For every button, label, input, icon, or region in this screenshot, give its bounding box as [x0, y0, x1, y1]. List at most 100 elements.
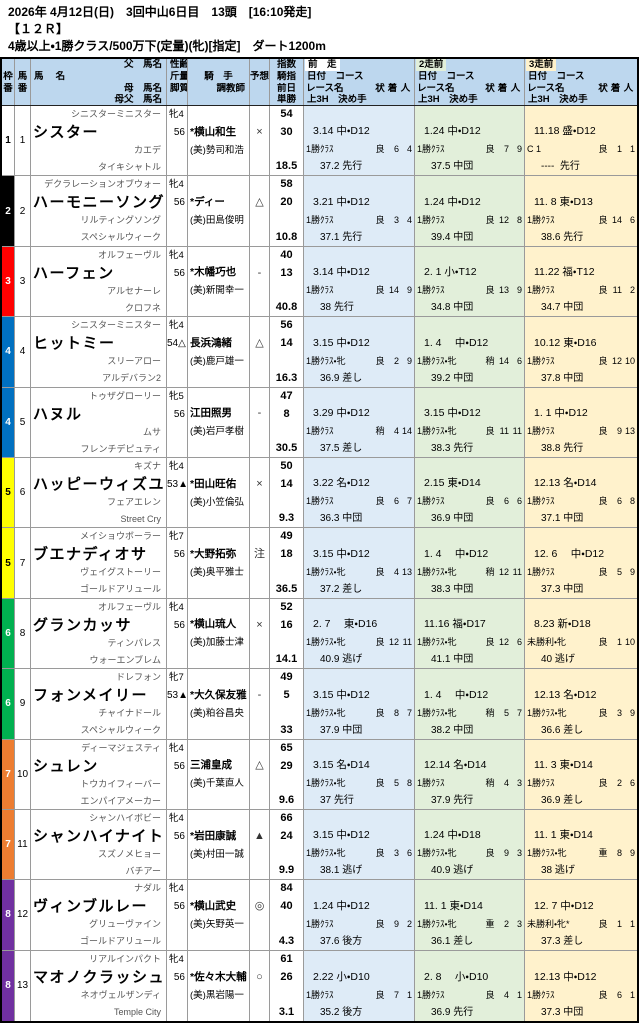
- speed-index: 84: [280, 882, 293, 895]
- horse-row: 5 7 メイショウボーラー ブエナディオサ ヴェイグストーリー ゴールドアリュー…: [2, 528, 637, 599]
- speed-index: 50: [280, 459, 293, 472]
- race-meta-header: 2026年 4月12日(日) 3回中山6日目 13頭 [16:10発走] 【１２…: [0, 0, 639, 57]
- prev3-race-name: 1勝ｸﾗｽ: [527, 425, 555, 436]
- prev2-date-course: 11.16 福・D17: [424, 618, 486, 631]
- prev1-race-result: 1勝ｸﾗｽ・牝 良 5 8: [304, 775, 414, 792]
- prev1-finish: 14: [388, 285, 399, 296]
- win-odds: 16.3: [275, 371, 298, 384]
- prev3-track-condition: 良: [598, 144, 608, 155]
- prev3-finish: 6: [616, 989, 622, 1000]
- prev1-race-name: 1勝ｸﾗｽ: [306, 496, 334, 507]
- horse-number: 13: [16, 980, 29, 992]
- dam-name: カエデ: [133, 145, 161, 155]
- prev2-race-result: 1勝ｸﾗｽ 良 12 8: [415, 212, 524, 229]
- prev2-date-course: 2. 1 小・T12: [424, 266, 477, 279]
- horse-number-cell: 6: [15, 457, 31, 528]
- prev1-track-condition: 良: [375, 707, 385, 718]
- frame-cell: 8: [2, 950, 15, 1022]
- carried-weight: 56: [173, 408, 185, 420]
- prediction-mark: ×: [256, 477, 263, 490]
- horse-row: 4 5 トゥザグローリー ハヌル ムサ フレンチデピュティ 牝5 56 江田照男…: [2, 387, 637, 458]
- carried-weight: 56: [173, 197, 185, 209]
- prev2-track-condition: 重: [485, 918, 495, 929]
- prev3-finish: 1: [616, 918, 622, 929]
- prev1-closing: 37.5 差し: [320, 442, 363, 454]
- prev1-popularity: 7: [406, 707, 412, 718]
- prev-race-3-cell: 11.18 盛・D12 C 1 良 1 1 ---- 先行: [525, 106, 637, 176]
- jockey-name: *横山武史: [190, 899, 237, 912]
- speed-index: 49: [280, 530, 293, 543]
- jockey-index: 13: [280, 266, 293, 279]
- horse-row: 3 3 オルフェーヴル ハーフェン アルセナーレ クロフネ 牝4 56 *木幡巧…: [2, 246, 637, 318]
- header-waku: 枠: [3, 71, 13, 82]
- jockey-index: 26: [280, 970, 293, 983]
- prev3-race-result: 1勝ｸﾗｽ・牝 重 8 9: [525, 845, 637, 862]
- prev2-race-name: 1勝ｸﾗｽ・牝: [417, 355, 457, 366]
- prev2-closing: 34.8 中団: [431, 302, 474, 314]
- header-mark-col: 予想: [250, 59, 270, 105]
- carried-weight: 56: [173, 760, 185, 772]
- prev1-finish: 12: [388, 637, 399, 648]
- prev-race-2-cell: 1.24 中・D12 1勝ｸﾗｽ 良 12 8 39.4 中団: [415, 176, 525, 246]
- frame-number: 5: [2, 528, 14, 598]
- horse-number: 7: [19, 557, 26, 569]
- prev1-popularity: 9: [406, 355, 412, 366]
- prediction-cell: ◎: [250, 880, 270, 950]
- prev1-race-name: 1勝ｸﾗｽ・牝: [306, 707, 346, 718]
- condition-cell: 牝4 53▲: [167, 457, 188, 528]
- header-prev1-date: 日付 コース: [307, 71, 364, 82]
- prev1-race-name: 1勝ｸﾗｽ・牝: [306, 777, 346, 788]
- prev1-race-result: 1勝ｸﾗｽ 良 14 9: [304, 282, 414, 299]
- sire-name: ドレフォン: [115, 672, 161, 683]
- jockey-name: *佐々木大輔: [190, 970, 247, 983]
- prev1-date-course: 3.14 中・D12: [313, 266, 370, 279]
- frame-number: 2: [2, 176, 14, 246]
- prev-race-2-cell: 1. 4 中・D12 1勝ｸﾗｽ・牝 稍 5 7 38.2 中団: [415, 669, 525, 739]
- header-waku-ban: 番: [3, 83, 13, 94]
- condition-cell: 牝4 54△: [167, 317, 188, 387]
- prev2-race-name: 1勝ｸﾗｽ・牝: [417, 566, 457, 577]
- prev3-track-condition: 良: [598, 777, 608, 788]
- prediction-mark: 注: [254, 548, 265, 561]
- trainer-name: (美)黒岩陽一: [190, 989, 244, 1001]
- prev-race-3-cell: 12. 7 中・D12 未勝利・牝* 良 1 1 37.3 差し: [525, 880, 637, 950]
- prev3-race-name: 1勝ｸﾗｽ・牝: [527, 848, 567, 859]
- horse-row: 8 12 ナダル ヴィンブルレー グリューヴァイン ゴールドアリュール 牝4 5…: [2, 880, 637, 951]
- prev2-popularity: 11: [512, 566, 522, 577]
- speed-index: 40: [280, 248, 293, 261]
- header-horse-name: 馬 名: [34, 71, 66, 82]
- prev-race-2-cell: 12.14 名・D14 1勝ｸﾗｽ 稍 4 3 37.9 先行: [415, 739, 525, 809]
- prev2-closing: 37.5 中団: [431, 161, 474, 173]
- dam-name: ヴェイグストーリー: [80, 567, 161, 578]
- horse-number: 8: [19, 627, 26, 639]
- prev2-date-course: 1.24 中・D12: [424, 195, 481, 208]
- prev1-race-name: 1勝ｸﾗｽ・牝: [306, 566, 346, 577]
- prev3-closing: 40 逃げ: [541, 654, 575, 666]
- prev1-popularity: 4: [406, 214, 412, 225]
- prev1-date-course: 1.24 中・D12: [313, 899, 370, 912]
- prev-race-1-cell: 3.22 名・D12 1勝ｸﾗｽ 良 6 7 36.3 中団: [304, 457, 415, 528]
- prev1-finish: 6: [393, 144, 399, 155]
- prev2-track-condition: 稍: [485, 355, 495, 366]
- prev3-track-condition: 良: [598, 355, 608, 366]
- prev-race-2-cell: 11. 1 東・D14 1勝ｸﾗｽ・牝 重 2 3 36.1 差し: [415, 880, 525, 950]
- frame-cell: 2: [2, 176, 15, 246]
- prev3-race-name: 1勝ｸﾗｽ: [527, 355, 555, 366]
- speed-index: 56: [280, 319, 293, 332]
- speed-index: 61: [280, 952, 293, 965]
- jockey-index: 18: [280, 548, 293, 561]
- damsire-name: フレンチデピュティ: [80, 443, 161, 454]
- prev2-popularity: 9: [516, 144, 522, 155]
- header-jockey-col: 騎 手 調教師: [188, 59, 250, 105]
- prev2-date-course: 12.14 名・D14: [424, 758, 487, 771]
- prev2-race-name: 1勝ｸﾗｽ・牝: [417, 637, 457, 648]
- damsire-name: クロフネ: [124, 302, 161, 313]
- prev1-finish: 5: [393, 777, 399, 788]
- jockey-name: *横山和生: [190, 125, 237, 138]
- prediction-cell: ×: [250, 106, 270, 176]
- race-number-line: 【１２Ｒ】: [8, 22, 69, 36]
- prediction-mark: ▲: [254, 829, 265, 842]
- sex-age: 牝4: [169, 320, 184, 332]
- frame-number: 4: [2, 387, 14, 457]
- prev2-race-name: 1勝ｸﾗｽ: [417, 144, 445, 155]
